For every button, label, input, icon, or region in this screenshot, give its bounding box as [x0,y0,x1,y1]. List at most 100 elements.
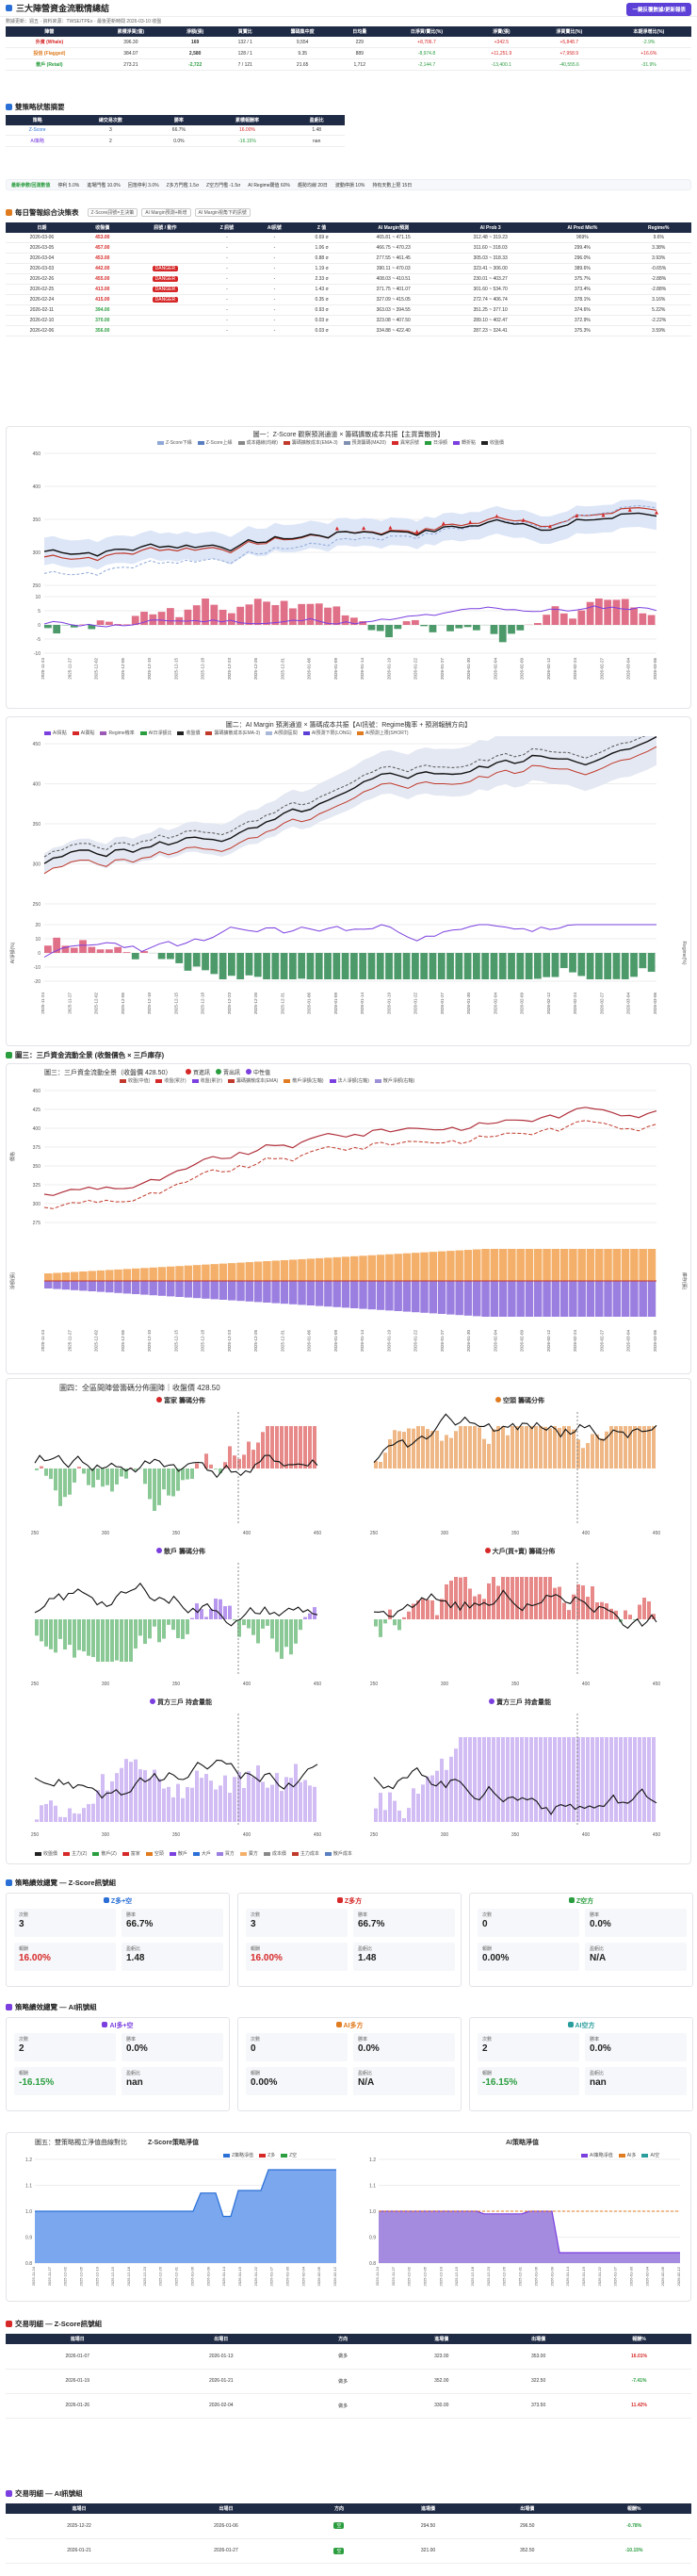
metric-label: 盈虧比 [358,2071,373,2076]
x-tick-label: 2025-12-02 [94,993,99,1015]
signal-tab[interactable]: AI Margin視角下的訊號 [194,208,251,217]
legend-swatch [92,1851,100,1856]
flow-bar [167,608,174,625]
flow-bar [114,624,122,625]
flow-bar [551,606,559,625]
dist-bar [388,1438,392,1468]
x-tick-label: 350 [511,1531,520,1536]
table-cell: 273.21 [92,58,169,71]
legend-label: 買方 [224,1851,235,1857]
table-cell [126,242,204,254]
dist-bar [407,1428,411,1468]
x-tick-label: 2026-02-12 [676,2266,681,2286]
legend-swatch [197,440,204,445]
retail-stock-bar [341,1256,350,1281]
metric-label: 次數 [482,1912,493,1918]
retail-stock-bar [263,1261,271,1281]
table-cell: 363.03 ~ 394.55 [345,304,443,316]
dist-bar [463,1577,467,1619]
page-header: 三大陣營資金流戰情總結 一鍵反覆數據/更新報表 [0,0,697,17]
dist-bar [529,1426,533,1468]
chart5-left-legend: Z策略淨值 Z多 Z空 [223,2152,297,2158]
flow-bar [184,953,192,971]
table-cell: 3.38% [625,242,691,254]
signal-marker [521,517,526,522]
table-cell: 352.50 [478,2538,577,2564]
dist-bar [289,1619,293,1655]
dist-line [373,1413,657,1463]
x-tick-label: 2026-01-09 [333,1330,338,1353]
dist-bar [539,1426,543,1468]
retail-stock-bar [79,1271,88,1281]
table-cell: 66.7% [152,125,206,136]
volume-bar [35,1819,39,1822]
x-tick-label: 2026-01-06 [189,2266,194,2286]
strategy-summary-table: 策略 總交易次數 勝率 累積報酬率 盈虧比 Z-Score 3 66.7% 16.00% 1.48… [6,115,345,147]
table-cell: 132 / 1 [221,37,269,48]
refresh-report-button[interactable]: 一鍵反覆數據/更新報表 [626,3,691,16]
column-header: Regime% [625,222,691,233]
legend-item: Z-Score下緣 [157,439,192,446]
table-cell: DANGER [126,263,204,274]
layers-icon [6,1052,12,1058]
y-tick-label: 0 [38,951,41,957]
column-header: AI Prob 3 [442,222,540,233]
param-item: 回落停利 3.0% [127,182,159,189]
perf-metric: 盈虧比 1.48 [353,1943,455,1971]
column-header: 策略 [6,115,70,125]
table-cell: -40,555.6 [531,58,607,71]
table-cell: 323.41 ~ 306.00 [442,263,540,274]
signal-tab[interactable]: AI Margin預測+新增 [141,208,191,217]
perf-card: Z多+空 次數 3 勝率 66.7% 報酬 16.00% 盈虧比 1.48 [6,1893,230,1987]
signal-table-heading: 每日警報綜合決策表 Z-Score訊號=主決策 AI Margin預測+新增 AI … [6,207,251,218]
flow-bar [551,953,559,977]
perf-metric: 報酬 -16.15% [14,2067,116,2095]
dist-bar [379,1619,382,1637]
y-tick-label: 400 [33,782,41,788]
dist-bar [313,1607,316,1619]
volume-bar [58,1816,62,1822]
flow-bar [647,953,656,973]
x-tick-label: 2026-03-04 [626,658,631,681]
table-cell: 9.6% [625,233,691,243]
flow-bar [157,953,166,960]
volume-bar [190,1787,194,1822]
dist-bar [397,1431,401,1468]
dist-bar [548,1577,552,1619]
flow-bar [437,953,446,979]
dist-bar [619,1426,623,1468]
dist-bar [87,1468,90,1485]
x-tick-label: 2026-01-06 [533,2266,538,2286]
x-tick-label: 2025-12-31 [280,658,284,681]
dist-bar [167,1468,170,1496]
table-cell: 311.60 ~ 318.03 [442,242,540,254]
page-title: 三大陣營資金流戰情總結 [16,4,110,13]
table-cell: 301.60 ~ 534.70 [442,284,540,295]
x-tick-label: 2026-01-14 [360,658,365,681]
retail-stock-bar [473,1249,481,1281]
dist-bar [553,1587,557,1619]
y-tick-label: -10 [34,651,41,657]
table-cell: 375.7% [539,273,626,285]
signal-tab[interactable]: Z-Score訊號=主決策 [87,208,138,217]
dist-bar [181,1619,185,1639]
dist-bar [468,1426,472,1468]
retail-stock-bar [595,1249,604,1281]
flow-bar [245,953,253,976]
table-cell: 做多 [293,2369,394,2394]
dist-svg: 250 300 350 400 450 [370,1714,660,1838]
table-cell: - [250,304,299,316]
perf-metric: 盈虧比 nan [585,2067,687,2095]
metric-value: 0.00% [251,2077,278,2088]
table-cell: -0.65% [625,263,691,274]
dist-bar [492,1429,495,1468]
table-row: 2026-02-24 415.00 DANGER - -0.35 σ 327.09 ~ 4… [6,294,691,305]
dist-svg: 250 300 350 400 450 [370,1563,660,1687]
flow-bar [455,625,463,629]
perf-metric: 次數 2 [478,2033,579,2061]
flow-bar [490,953,498,979]
y-tick-label: 275 [33,1221,41,1226]
x-tick-label: 2025-12-05 [121,1330,125,1353]
volume-bar [506,1737,510,1822]
direction-badge: 做多 [338,2403,348,2409]
